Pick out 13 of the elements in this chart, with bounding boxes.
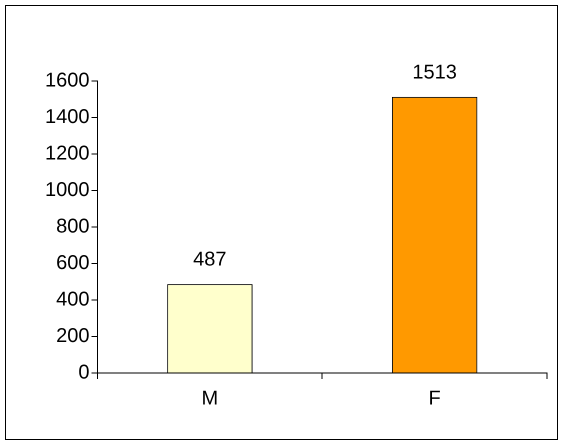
data-label: 487: [193, 248, 227, 271]
y-tick-label: 400: [56, 288, 90, 311]
y-tick-label: 1600: [44, 70, 90, 92]
y-tick-label: 800: [56, 216, 90, 238]
y-tick-label: 0: [78, 362, 90, 384]
x-tick-label: M: [202, 388, 218, 410]
data-label: 1513: [412, 61, 457, 84]
y-tick-label: 1200: [44, 142, 90, 165]
y-tick-label: 600: [56, 252, 90, 274]
y-tick-label: 200: [56, 325, 90, 348]
x-tick-label: F: [428, 388, 441, 410]
y-tick-label: 1000: [44, 179, 90, 202]
y-tick-label: 1400: [44, 106, 90, 128]
